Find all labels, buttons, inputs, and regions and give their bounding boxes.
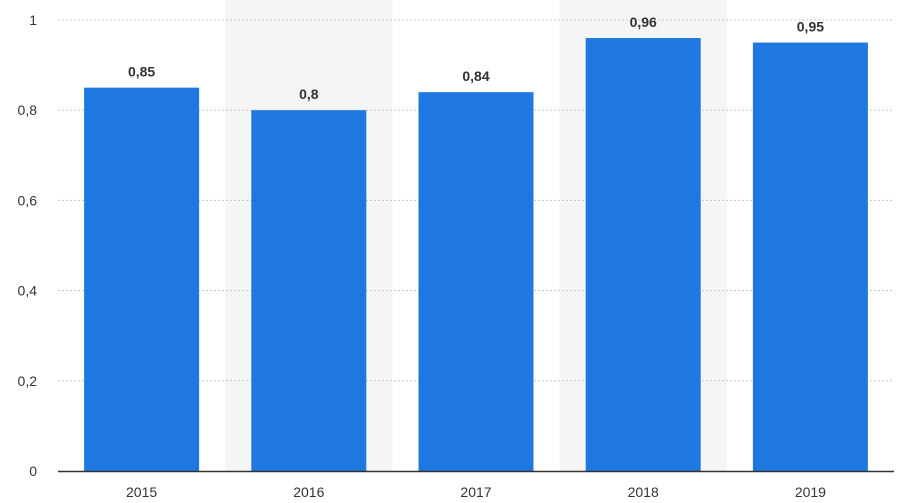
y-tick-label: 0,8 [18, 102, 38, 118]
y-tick-label: 0,4 [18, 283, 38, 299]
bar-2018 [585, 38, 701, 471]
bar-2019 [752, 42, 868, 472]
y-tick-label: 0,6 [18, 192, 38, 208]
bars [84, 38, 868, 472]
x-tick-label-2016: 2016 [293, 484, 324, 500]
data-label-2018: 0,96 [630, 14, 657, 30]
data-label-2017: 0,84 [462, 68, 489, 84]
y-tick-label: 1 [29, 12, 37, 28]
data-label-2016: 0,8 [299, 86, 319, 102]
data-label-2019: 0,95 [797, 19, 824, 35]
x-axis-tick-labels: 2015 2016 2017 2018 2019 [126, 484, 826, 500]
y-axis-tick-labels: 0 0,2 0,4 0,6 0,8 1 [18, 12, 38, 479]
x-tick-label-2018: 2018 [628, 484, 659, 500]
y-tick-label: 0 [29, 463, 37, 479]
x-tick-label-2015: 2015 [126, 484, 157, 500]
bar-2017 [418, 92, 534, 471]
bar-2015 [84, 87, 200, 472]
data-labels: 0,85 0,8 0,84 0,96 0,95 [128, 14, 824, 102]
x-tick-label-2019: 2019 [795, 484, 826, 500]
y-tick-label: 0,2 [18, 373, 38, 389]
data-label-2015: 0,85 [128, 64, 155, 80]
x-tick-label-2017: 2017 [460, 484, 491, 500]
bar-2016 [251, 110, 367, 471]
